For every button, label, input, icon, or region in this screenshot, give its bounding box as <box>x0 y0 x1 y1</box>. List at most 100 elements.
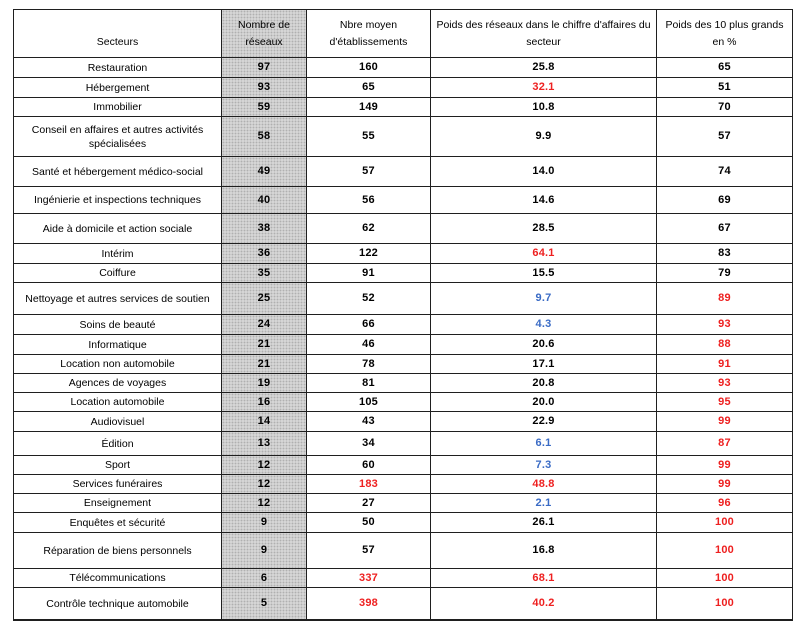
top10-weight-value: 100 <box>715 571 734 584</box>
table-row: Édition 13 34 6.1 87 <box>14 432 792 456</box>
header-revenue-weight-label: Poids des réseaux dans le chiffre d'affa… <box>436 18 651 48</box>
avg-establishments-cell: 66 <box>307 315 431 335</box>
revenue-weight-value: 9.7 <box>535 292 552 304</box>
network-count-value: 12 <box>257 458 271 471</box>
avg-establishments-value: 55 <box>362 130 375 142</box>
network-count-cell: 36 <box>222 244 307 264</box>
sector-name: Services funéraires <box>72 478 163 490</box>
sector-name-cell: Location automobile <box>14 393 222 412</box>
network-count-cell: 21 <box>222 335 307 355</box>
network-count-cell: 12 <box>222 456 307 475</box>
network-count-value: 49 <box>257 165 271 177</box>
sector-name-cell: Ingénierie et inspections techniques <box>14 187 222 214</box>
header-avg-establishments: Nbre moyen d'établissements <box>307 10 431 58</box>
sector-name-cell: Soins de beauté <box>14 315 222 335</box>
top10-weight-cell: 93 <box>657 315 792 335</box>
network-count-value: 24 <box>257 318 271 330</box>
sector-name: Informatique <box>88 338 147 351</box>
revenue-weight-cell: 20.6 <box>431 335 657 355</box>
top10-weight-value: 93 <box>718 318 731 330</box>
sector-name: Hébergement <box>85 81 150 94</box>
revenue-weight-cell: 9.9 <box>431 117 657 157</box>
top10-weight-value: 96 <box>718 496 731 509</box>
revenue-weight-value: 22.9 <box>532 415 555 427</box>
network-count-cell: 16 <box>222 393 307 412</box>
avg-establishments-value: 183 <box>359 477 378 490</box>
sector-name: Soins de beauté <box>79 318 156 331</box>
avg-establishments-value: 27 <box>362 496 375 509</box>
network-count-cell: 19 <box>222 374 307 393</box>
avg-establishments-cell: 43 <box>307 412 431 432</box>
table-row: Soins de beauté 24 66 4.3 93 <box>14 315 792 335</box>
network-count-cell: 97 <box>222 58 307 78</box>
sector-name-cell: Conseil en affaires et autres activités … <box>14 117 222 157</box>
table-row: Télécommunications 6 337 68.1 100 <box>14 569 792 588</box>
top10-weight-value: 87 <box>718 437 731 449</box>
top10-weight-cell: 51 <box>657 78 792 98</box>
sector-name-cell: Édition <box>14 432 222 456</box>
top10-weight-cell: 100 <box>657 569 792 588</box>
network-count-cell: 93 <box>222 78 307 98</box>
avg-establishments-cell: 27 <box>307 494 431 513</box>
top10-weight-value: 99 <box>718 458 731 471</box>
revenue-weight-cell: 6.1 <box>431 432 657 456</box>
sector-name: Aide à domicile et action sociale <box>42 222 193 235</box>
header-revenue-weight: Poids des réseaux dans le chiffre d'affa… <box>431 10 657 58</box>
top10-weight-cell: 89 <box>657 283 792 315</box>
avg-establishments-value: 52 <box>362 292 375 304</box>
top10-weight-cell: 96 <box>657 494 792 513</box>
network-count-value: 58 <box>257 130 271 142</box>
sector-name: Coiffure <box>99 267 136 279</box>
revenue-weight-value: 6.1 <box>535 437 552 449</box>
avg-establishments-cell: 398 <box>307 588 431 620</box>
sector-name-cell: Santé et hébergement médico-social <box>14 157 222 187</box>
top10-weight-cell: 79 <box>657 264 792 283</box>
revenue-weight-value: 64.1 <box>532 247 555 259</box>
top10-weight-cell: 91 <box>657 355 792 374</box>
avg-establishments-value: 160 <box>359 61 378 73</box>
table-row: Audiovisuel 14 43 22.9 99 <box>14 412 792 432</box>
avg-establishments-cell: 46 <box>307 335 431 355</box>
top10-weight-value: 88 <box>718 338 731 350</box>
top10-weight-value: 99 <box>718 477 731 490</box>
top10-weight-cell: 99 <box>657 456 792 475</box>
table-row: Contrôle technique automobile 5 398 40.2… <box>14 588 792 620</box>
header-avg-establishments-label: Nbre moyen d'établissements <box>329 18 408 48</box>
avg-establishments-cell: 57 <box>307 157 431 187</box>
top10-weight-cell: 100 <box>657 588 792 620</box>
avg-establishments-value: 46 <box>362 338 375 350</box>
revenue-weight-value: 10.8 <box>532 100 555 113</box>
avg-establishments-cell: 60 <box>307 456 431 475</box>
top10-weight-value: 51 <box>718 81 731 93</box>
sector-name-cell: Informatique <box>14 335 222 355</box>
network-count-cell: 35 <box>222 264 307 283</box>
top10-weight-cell: 57 <box>657 117 792 157</box>
revenue-weight-cell: 4.3 <box>431 315 657 335</box>
network-count-value: 97 <box>257 61 271 73</box>
network-count-cell: 24 <box>222 315 307 335</box>
avg-establishments-value: 122 <box>359 247 378 259</box>
sector-name-cell: Enseignement <box>14 494 222 513</box>
header-network-count: Nombre de réseaux <box>222 10 307 58</box>
table-row: Immobilier 59 149 10.8 70 <box>14 98 792 117</box>
revenue-weight-cell: 17.1 <box>431 355 657 374</box>
avg-establishments-cell: 57 <box>307 533 431 569</box>
avg-establishments-cell: 34 <box>307 432 431 456</box>
top10-weight-value: 83 <box>718 247 731 259</box>
top10-weight-value: 74 <box>718 165 731 177</box>
avg-establishments-value: 78 <box>362 357 375 370</box>
table-row: Coiffure 35 91 15.5 79 <box>14 264 792 283</box>
top10-weight-cell: 99 <box>657 412 792 432</box>
revenue-weight-value: 14.0 <box>532 165 555 177</box>
table-row: Agences de voyages 19 81 20.8 93 <box>14 374 792 393</box>
top10-weight-cell: 87 <box>657 432 792 456</box>
top10-weight-value: 69 <box>718 193 731 206</box>
revenue-weight-value: 4.3 <box>535 318 552 330</box>
sector-name-cell: Location non automobile <box>14 355 222 374</box>
network-count-cell: 5 <box>222 588 307 620</box>
top10-weight-cell: 100 <box>657 513 792 533</box>
avg-establishments-value: 337 <box>359 571 378 584</box>
avg-establishments-value: 105 <box>359 395 378 408</box>
revenue-weight-value: 32.1 <box>532 81 555 93</box>
revenue-weight-value: 68.1 <box>532 571 555 584</box>
